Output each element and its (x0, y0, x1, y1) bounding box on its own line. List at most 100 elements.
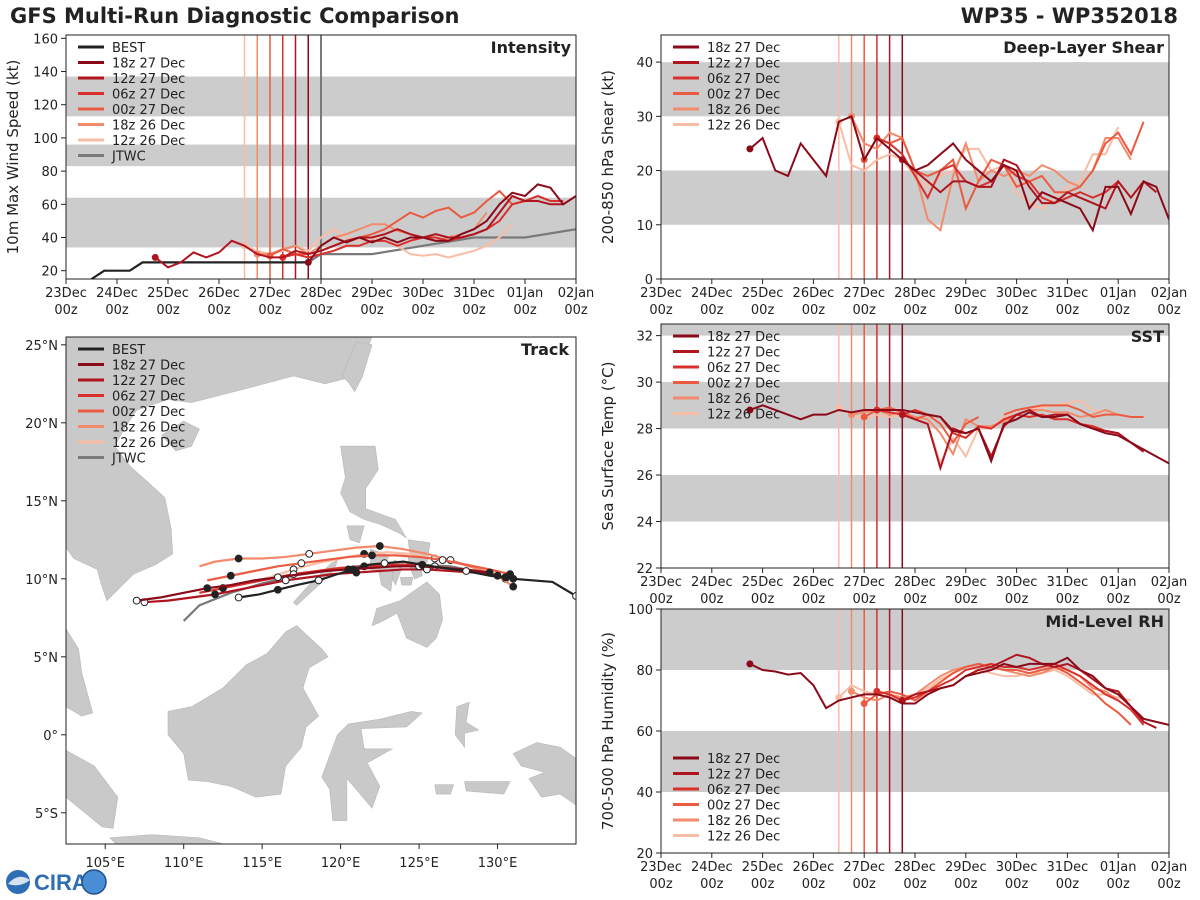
shear-panel: 0 10 20 30 40 23Dec 00z 24Dec 00z 25Dec 00z 26Dec 00… (599, 34, 1187, 318)
x-tick-label-date: 25Dec (742, 575, 784, 590)
x-tick-label-date: 29Dec (945, 286, 987, 301)
legend-label: 12z 27 Dec (707, 768, 780, 783)
series-line (863, 662, 1132, 726)
x-tick-label-date: 25Dec (742, 286, 784, 301)
x-tick-label-date: 24Dec (96, 286, 138, 301)
cira-logo-text: CIRA (34, 870, 88, 895)
x-tick-label-date: 29Dec (945, 575, 987, 590)
legend-label: 00z 27 Dec (112, 103, 185, 118)
x-tick-label-date: 28Dec (894, 575, 936, 590)
x-tick-label-hour: 00z (411, 303, 435, 318)
legend-label: 12z 26 Dec (707, 408, 780, 423)
track-position-marker (211, 590, 219, 599)
intensity-plot-area (66, 35, 576, 279)
series-line (749, 114, 1169, 233)
land-polygon (340, 445, 407, 539)
x-tick-label-date: 30Dec (402, 286, 444, 301)
track-position-marker (375, 542, 384, 550)
x-tick-label-date: 30Dec (996, 575, 1038, 590)
series-line (1003, 404, 1144, 419)
lon-tick-label: 125°E (399, 856, 439, 871)
sst-title: SST (1131, 327, 1164, 346)
x-tick-label-date: 28Dec (300, 286, 342, 301)
x-tick-label-hour: 00z (1107, 592, 1131, 607)
cira-logo-seal-icon (81, 869, 107, 895)
track-position-marker (305, 549, 314, 558)
land-polygon (321, 711, 423, 821)
series-line (749, 404, 1169, 465)
y-tick-label: 40 (636, 56, 653, 71)
legend-label: 12z 27 Dec (707, 346, 780, 361)
x-tick-label-hour: 00z (1107, 303, 1131, 318)
x-tick-label-date: 02Jan (558, 286, 595, 301)
land-polygon (454, 701, 480, 749)
legend-label: 06z 27 Dec (707, 72, 780, 87)
track-position-marker (132, 596, 141, 605)
best-track-marker (509, 574, 518, 583)
legend-label: 06z 27 Dec (112, 88, 185, 103)
x-tick-label-hour: 00z (1157, 592, 1181, 607)
legend-label: 18z 26 Dec (112, 119, 185, 134)
x-tick-label-hour: 00z (802, 592, 826, 607)
y-tick-label: 160 (33, 32, 58, 47)
y-tick-label: 20 (41, 265, 58, 280)
series-line (837, 121, 1120, 210)
x-tick-label-hour: 00z (700, 592, 724, 607)
lat-tick-label: 5°S (35, 807, 58, 822)
legend-label: 12z 27 Dec (707, 57, 780, 72)
lon-tick-label: 120°E (321, 856, 361, 871)
x-tick-label-date: 31Dec (1047, 575, 1089, 590)
x-tick-label-date: 24Dec (691, 286, 733, 301)
x-tick-label-hour: 00z (1157, 303, 1181, 318)
y-tick-label: 120 (33, 99, 58, 114)
x-tick-label-hour: 00z (751, 592, 775, 607)
rh-panel: 20 40 60 80 100 23Dec 00z 24Dec 00z 25Dec 00z 26Dec… (599, 603, 1187, 892)
y-tick-label: 140 (33, 66, 58, 81)
x-tick-label-hour: 00z (1157, 877, 1181, 892)
series-start-point (860, 700, 868, 708)
rh-plot-area (661, 609, 1169, 853)
legend-label: JTWC (111, 452, 146, 467)
x-tick-label-hour: 00z (1005, 877, 1029, 892)
lon-tick-label: 115°E (242, 856, 282, 871)
main-title: GFS Multi-Run Diagnostic Comparison (10, 4, 460, 28)
x-tick-label-date: 02Jan (1151, 860, 1188, 875)
shear-plot-area (661, 35, 1169, 279)
x-tick-label-hour: 00z (513, 303, 537, 318)
x-tick-label-hour: 00z (1056, 592, 1080, 607)
x-tick-label-hour: 00z (54, 303, 78, 318)
legend-label: 18z 26 Dec (707, 392, 780, 407)
legend-label: 12z 27 Dec (112, 374, 185, 389)
series-line (876, 662, 1145, 726)
legend-label: 06z 27 Dec (707, 783, 780, 798)
x-tick-label-hour: 00z (903, 877, 927, 892)
best-track-marker (380, 559, 389, 568)
legend-label: 18z 27 Dec (707, 41, 780, 56)
x-tick-label-date: 26Dec (793, 286, 835, 301)
land-polygon (66, 628, 94, 717)
track-position-marker (509, 582, 518, 591)
x-tick-label-hour: 00z (853, 303, 877, 318)
lat-tick-label: 25°N (25, 339, 58, 354)
x-tick-label-date: 23Dec (640, 286, 682, 301)
x-tick-label-date: 31Dec (1047, 286, 1089, 301)
legend-label: 18z 27 Dec (707, 330, 780, 345)
land-polygon (371, 581, 443, 648)
legend-label: 00z 27 Dec (112, 405, 185, 420)
x-tick-label-date: 27Dec (249, 286, 291, 301)
y-tick-label: 80 (41, 165, 58, 180)
x-tick-label-date: 28Dec (894, 286, 936, 301)
sst-ylabel: Sea Surface Temp (°C) (599, 361, 617, 530)
y-tick-label: 60 (636, 725, 653, 740)
x-tick-label-hour: 00z (954, 877, 978, 892)
x-tick-label-date: 27Dec (843, 286, 885, 301)
lat-tick-label: 15°N (25, 495, 58, 510)
x-tick-label-date: 26Dec (793, 575, 835, 590)
x-tick-label-hour: 00z (360, 303, 384, 318)
x-tick-label-hour: 00z (258, 303, 282, 318)
y-tick-label: 80 (636, 664, 653, 679)
best-track-marker (314, 576, 323, 585)
rh-ylabel: 700-500 hPa Humidity (%) (599, 632, 617, 830)
legend-label: 12z 26 Dec (112, 436, 185, 451)
